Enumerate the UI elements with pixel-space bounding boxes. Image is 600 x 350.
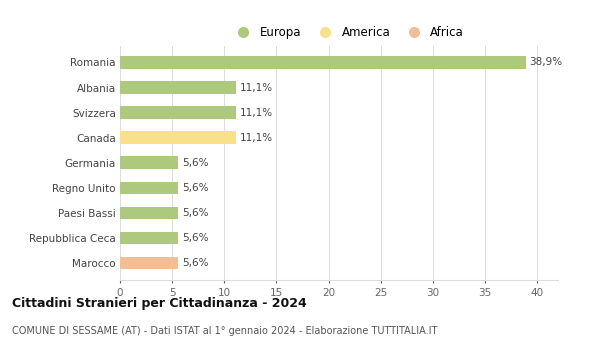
Text: 11,1%: 11,1%: [239, 133, 272, 143]
Bar: [120, 81, 236, 94]
Text: 38,9%: 38,9%: [529, 57, 562, 68]
Bar: [120, 131, 236, 144]
Bar: [120, 257, 178, 270]
Text: 11,1%: 11,1%: [239, 107, 272, 118]
Bar: [120, 56, 526, 69]
Text: 5,6%: 5,6%: [182, 258, 209, 268]
Bar: [120, 206, 178, 219]
Text: 5,6%: 5,6%: [182, 158, 209, 168]
Bar: [120, 106, 236, 119]
Text: 5,6%: 5,6%: [182, 233, 209, 243]
Bar: [120, 182, 178, 194]
Text: 5,6%: 5,6%: [182, 183, 209, 193]
Text: 11,1%: 11,1%: [239, 83, 272, 92]
Bar: [120, 156, 178, 169]
Text: COMUNE DI SESSAME (AT) - Dati ISTAT al 1° gennaio 2024 - Elaborazione TUTTITALIA: COMUNE DI SESSAME (AT) - Dati ISTAT al 1…: [12, 326, 437, 336]
Bar: [120, 232, 178, 244]
Legend: Europa, America, Africa: Europa, America, Africa: [227, 21, 469, 43]
Text: 5,6%: 5,6%: [182, 208, 209, 218]
Text: Cittadini Stranieri per Cittadinanza - 2024: Cittadini Stranieri per Cittadinanza - 2…: [12, 298, 307, 310]
